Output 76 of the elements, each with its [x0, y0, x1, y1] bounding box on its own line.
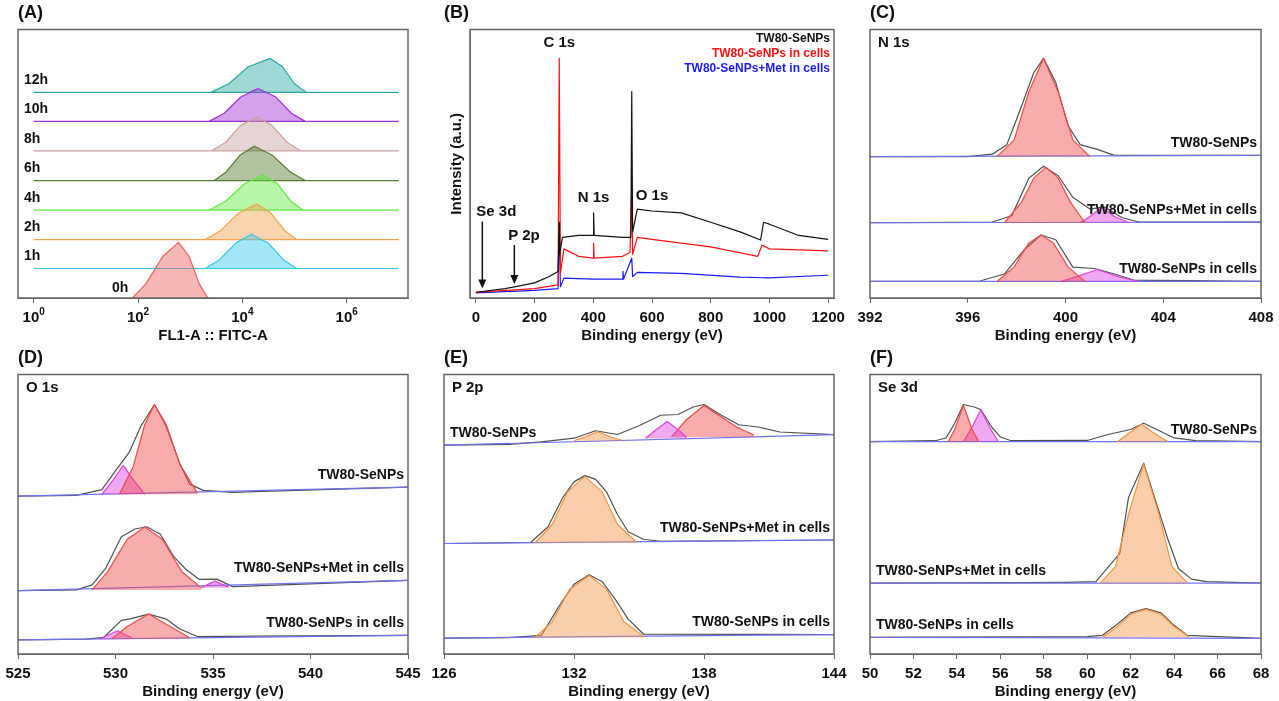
series-label: TW80-SeNPs in cells: [266, 614, 405, 631]
series-label: TW80-SeNPs in cells: [692, 613, 831, 630]
x-axis-title: Binding energy (eV): [994, 682, 1137, 700]
series-label: TW80-SeNPs: [1170, 420, 1258, 437]
annotation: C 1s: [543, 33, 576, 50]
chart-title: (B): [444, 1, 469, 22]
x-tick-label: 126: [431, 664, 457, 681]
x-tick-label: 535: [200, 664, 226, 681]
chart-title: (E): [444, 346, 468, 367]
x-tick-label: 60: [1078, 664, 1096, 681]
series-label: 8h: [24, 129, 41, 146]
x-tick-label: 525: [5, 664, 31, 681]
annotation: O 1s: [635, 185, 669, 203]
text: TW80-SeNPs+Met in cells: [684, 60, 831, 75]
x-tick-label: 1200: [811, 308, 845, 325]
x-tick-label: 600: [639, 308, 665, 325]
chart-title: (F): [870, 346, 893, 367]
x-tick-label: 62: [1122, 664, 1140, 681]
series-label: TW80-SeNPs: [450, 424, 537, 441]
x-tick-label: 540: [297, 664, 324, 681]
text: N 1s: [878, 33, 910, 51]
x-axis-title: Binding energy (eV): [994, 326, 1137, 344]
text: TW80-SeNPs: [755, 30, 831, 45]
series-label: TW80-SeNPs+Met in cells: [233, 559, 405, 576]
chart-title: (A): [18, 1, 43, 22]
chart-title: (D): [18, 346, 43, 367]
x-tick-label: 396: [955, 308, 981, 325]
text: Se 3d: [878, 378, 919, 396]
chart-title: (C): [870, 1, 895, 22]
x-tick-label: 56: [991, 664, 1009, 681]
x-tick-label: 545: [395, 664, 421, 681]
series-label: TW80-SeNPs: [317, 465, 405, 482]
series-label: TW80-SeNPs in cells: [1119, 260, 1258, 277]
series-label: TW80-SeNPs+Met in cells: [1086, 200, 1258, 217]
annotation: P 2p: [508, 225, 540, 243]
series-label: 4h: [24, 188, 41, 205]
x-axis-title: Binding energy (eV): [581, 326, 723, 344]
x-axis-title: Binding energy (eV): [568, 682, 710, 700]
x-tick-label: 64: [1165, 664, 1184, 681]
x-tick-label: 66: [1209, 664, 1226, 681]
text: P 2p: [452, 378, 484, 396]
x-tick-label: 400: [1052, 308, 1079, 325]
text: O 1s: [26, 378, 59, 396]
series-label: 0h: [112, 278, 129, 295]
text: TW80-SeNPs in cells: [711, 45, 831, 60]
series-label: 10h: [24, 100, 49, 117]
series-label: 2h: [24, 218, 41, 235]
x-tick-label: 144: [821, 664, 848, 681]
x-axis-title: Binding energy (eV): [142, 682, 284, 700]
x-tick-label: 400: [580, 308, 606, 325]
x-tick-label: 530: [102, 664, 129, 681]
x-tick-label: 138: [691, 664, 717, 681]
x-tick-label: 408: [1248, 308, 1274, 325]
series-label: 12h: [24, 71, 49, 88]
x-tick-label: 50: [861, 664, 879, 681]
series-label: TW80-SeNPs+Met in cells: [659, 518, 831, 535]
x-tick-label: 58: [1035, 664, 1053, 681]
x-tick-label: 68: [1252, 664, 1270, 681]
x-tick-label: 52: [905, 664, 922, 681]
x-tick-label: 0: [471, 308, 481, 325]
x-tick-label: 132: [561, 664, 587, 681]
x-tick-label: 1000: [752, 308, 787, 325]
series-label: TW80-SeNPs: [1170, 134, 1258, 151]
annotation: Se 3d: [476, 202, 517, 220]
x-tick-label: 404: [1150, 308, 1177, 325]
annotation: N 1s: [577, 187, 610, 205]
series-label: TW80-SeNPs+Met in cells: [876, 562, 1047, 579]
series-label: 6h: [24, 159, 41, 176]
x-tick-label: 392: [857, 308, 883, 325]
series-label: 1h: [24, 247, 41, 264]
series-label: TW80-SeNPs in cells: [876, 616, 1014, 633]
x-axis-title: FL1-A :: FITC-A: [158, 326, 268, 344]
y-axis-title: Intensity (a.u.): [447, 112, 465, 215]
x-tick-label: 200: [522, 308, 548, 325]
x-tick-label: 800: [698, 308, 724, 325]
x-tick-label: 54: [948, 664, 966, 681]
